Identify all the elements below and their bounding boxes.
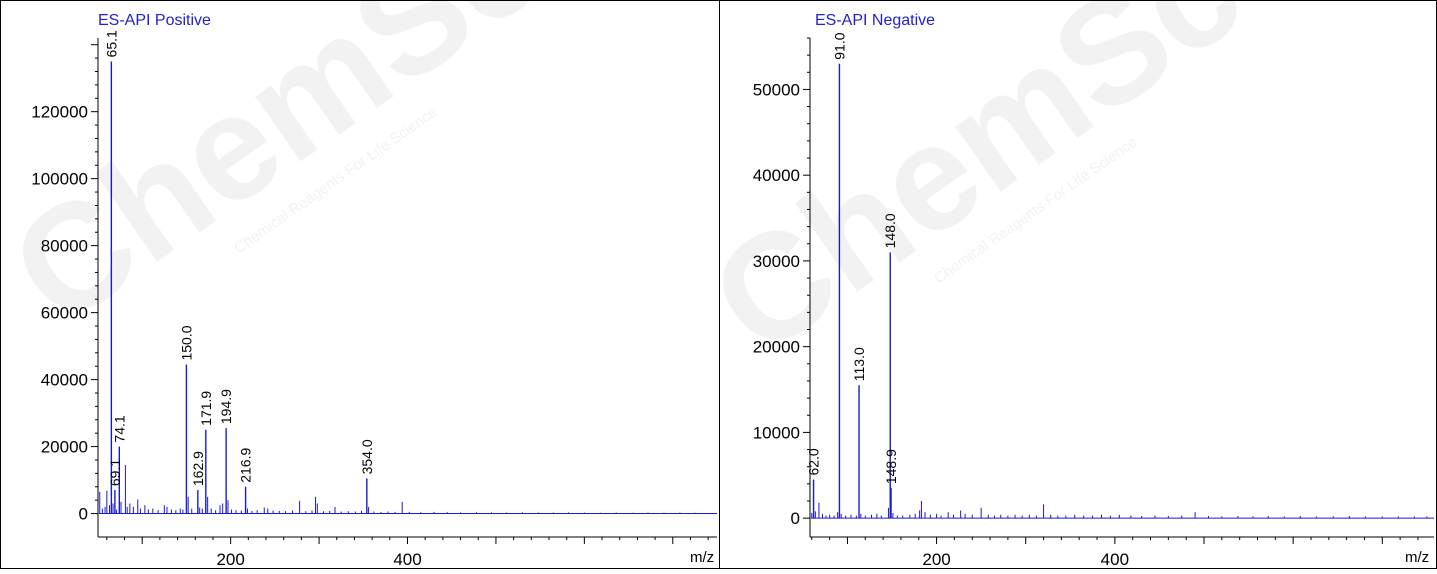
y-tick-label: 10000 bbox=[753, 423, 800, 442]
watermark: ChemScene Chemical Reagents For Life Sci… bbox=[0, 0, 1437, 386]
y-tick-label: 50000 bbox=[753, 80, 800, 99]
x-tick-label: 200 bbox=[216, 550, 244, 569]
y-tick-label: 120000 bbox=[31, 103, 88, 122]
y-tick-label: 60000 bbox=[41, 304, 88, 323]
axes-negative: 0 10000 20000 30000 40000 50000 200 400 bbox=[753, 37, 1434, 569]
x-axis-label-negative: m/z bbox=[1405, 549, 1429, 566]
peak-label: 150.0 bbox=[178, 325, 194, 360]
peak-label: 194.9 bbox=[218, 389, 234, 424]
y-tick-label: 0 bbox=[791, 509, 800, 528]
chart-title-positive: ES-API Positive bbox=[98, 12, 211, 29]
x-tick-label: 200 bbox=[922, 550, 950, 569]
spectrum-negative bbox=[811, 63, 1434, 519]
peak-label: 91.0 bbox=[831, 32, 847, 59]
y-tick-label: 100000 bbox=[31, 170, 88, 189]
y-tick-label: 80000 bbox=[41, 237, 88, 256]
peak-label: 65.1 bbox=[103, 30, 119, 57]
peak-label: 148.9 bbox=[883, 449, 899, 484]
x-axis-label-positive: m/z bbox=[690, 549, 714, 566]
x-tick-label: 400 bbox=[1101, 550, 1129, 569]
peak-label: 69.1 bbox=[107, 459, 123, 486]
y-tick-label: 20000 bbox=[753, 338, 800, 357]
y-tick-label: 20000 bbox=[41, 438, 88, 457]
y-tick-label: 40000 bbox=[41, 371, 88, 390]
peak-label: 148.0 bbox=[882, 213, 898, 248]
axes-positive: 0 20000 40000 60000 80000 100000 120000 200 400 bbox=[31, 38, 717, 569]
spectrum-positive bbox=[99, 61, 717, 515]
peak-label: 354.0 bbox=[359, 439, 375, 474]
chart-title-negative: ES-API Negative bbox=[815, 12, 935, 29]
x-tick-label: 400 bbox=[393, 550, 421, 569]
peak-label: 62.0 bbox=[806, 448, 822, 475]
peak-label: 113.0 bbox=[851, 347, 867, 381]
peak-label: 216.9 bbox=[238, 448, 254, 483]
peak-label: 162.9 bbox=[190, 451, 206, 486]
peak-labels-positive: 65.1 69.1 74.1 150.0 162.9 171.9 194.9 216.9 354… bbox=[103, 30, 374, 486]
y-tick-label: 40000 bbox=[753, 166, 800, 185]
y-tick-label: 0 bbox=[79, 505, 88, 524]
peak-label: 74.1 bbox=[111, 415, 127, 442]
peak-labels-negative: 62.0 91.0 113.0 148.0 148.9 bbox=[806, 32, 899, 484]
peak-label: 171.9 bbox=[198, 391, 214, 426]
y-tick-label: 30000 bbox=[753, 252, 800, 271]
